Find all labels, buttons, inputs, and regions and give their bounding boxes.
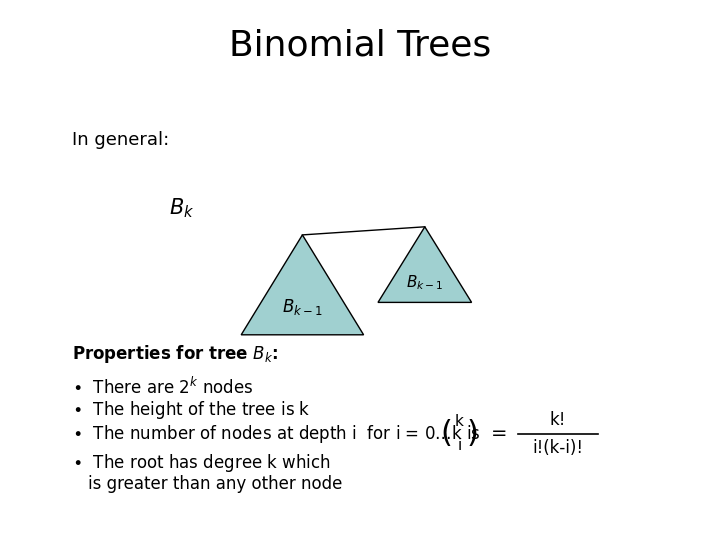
- Text: $B_{k-1}$: $B_{k-1}$: [406, 273, 444, 292]
- Text: $B_{k-1}$: $B_{k-1}$: [282, 297, 323, 317]
- Text: In general:: In general:: [72, 131, 169, 150]
- Text: k: k: [455, 414, 464, 429]
- Text: $\bullet$  The number of nodes at depth i  for i = 0$\ldots$k is: $\bullet$ The number of nodes at depth i…: [72, 423, 481, 444]
- Polygon shape: [241, 235, 364, 335]
- Text: $\bullet$  There are $2^k$ nodes: $\bullet$ There are $2^k$ nodes: [72, 376, 253, 398]
- Text: i!(k-i)!: i!(k-i)!: [533, 438, 583, 457]
- Text: i: i: [457, 438, 462, 453]
- Text: Binomial Trees: Binomial Trees: [229, 29, 491, 63]
- Polygon shape: [378, 227, 472, 302]
- Text: $B_k$: $B_k$: [169, 196, 194, 220]
- Text: ): ): [467, 419, 478, 448]
- Text: $\bullet$  The root has degree k which: $\bullet$ The root has degree k which: [72, 452, 330, 474]
- Text: (: (: [441, 419, 452, 448]
- Text: $\bullet$  The height of the tree is k: $\bullet$ The height of the tree is k: [72, 400, 310, 421]
- Text: Properties for tree $B_k$:: Properties for tree $B_k$:: [72, 343, 279, 364]
- Text: k!: k!: [550, 411, 566, 429]
- Text: is greater than any other node: is greater than any other node: [88, 475, 342, 494]
- Text: =: =: [491, 424, 507, 443]
